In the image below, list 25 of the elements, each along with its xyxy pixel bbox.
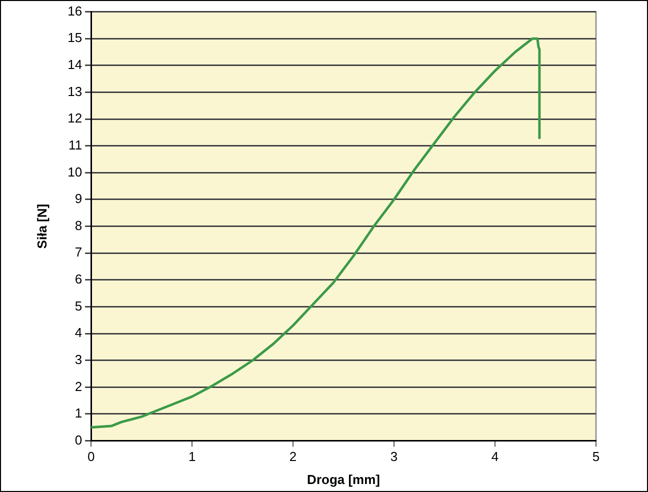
x-tick-label: 2 <box>289 449 297 464</box>
y-tick-label: 11 <box>68 137 82 152</box>
y-tick-label: 13 <box>68 84 82 99</box>
y-tick-label: 7 <box>74 244 82 260</box>
x-tick-label: 5 <box>592 449 600 464</box>
y-tick-label: 3 <box>74 352 82 367</box>
y-tick-label: 2 <box>74 378 82 394</box>
y-axis-title: Siła [N] <box>34 204 50 249</box>
y-tick-label: 12 <box>68 110 82 126</box>
y-tick-label: 9 <box>74 191 82 206</box>
y-tick-label: 0 <box>74 432 82 448</box>
x-tick-label: 3 <box>390 449 398 464</box>
y-tick-label: 5 <box>74 298 82 314</box>
y-tick-label: 8 <box>74 218 82 233</box>
x-axis-title: Droga [mm] <box>307 472 380 487</box>
y-tick-label: 1 <box>74 406 82 421</box>
y-tick-label: 16 <box>68 3 82 18</box>
y-tick-label: 10 <box>68 164 82 180</box>
y-tick-label: 4 <box>74 325 82 340</box>
x-tick-label: 1 <box>188 449 196 464</box>
y-tick-label: 14 <box>68 57 82 72</box>
y-tick-label: 15 <box>68 30 82 46</box>
x-tick-label: 0 <box>87 449 95 464</box>
x-tick-label: 4 <box>491 449 499 464</box>
y-tick-label: 6 <box>74 272 82 287</box>
